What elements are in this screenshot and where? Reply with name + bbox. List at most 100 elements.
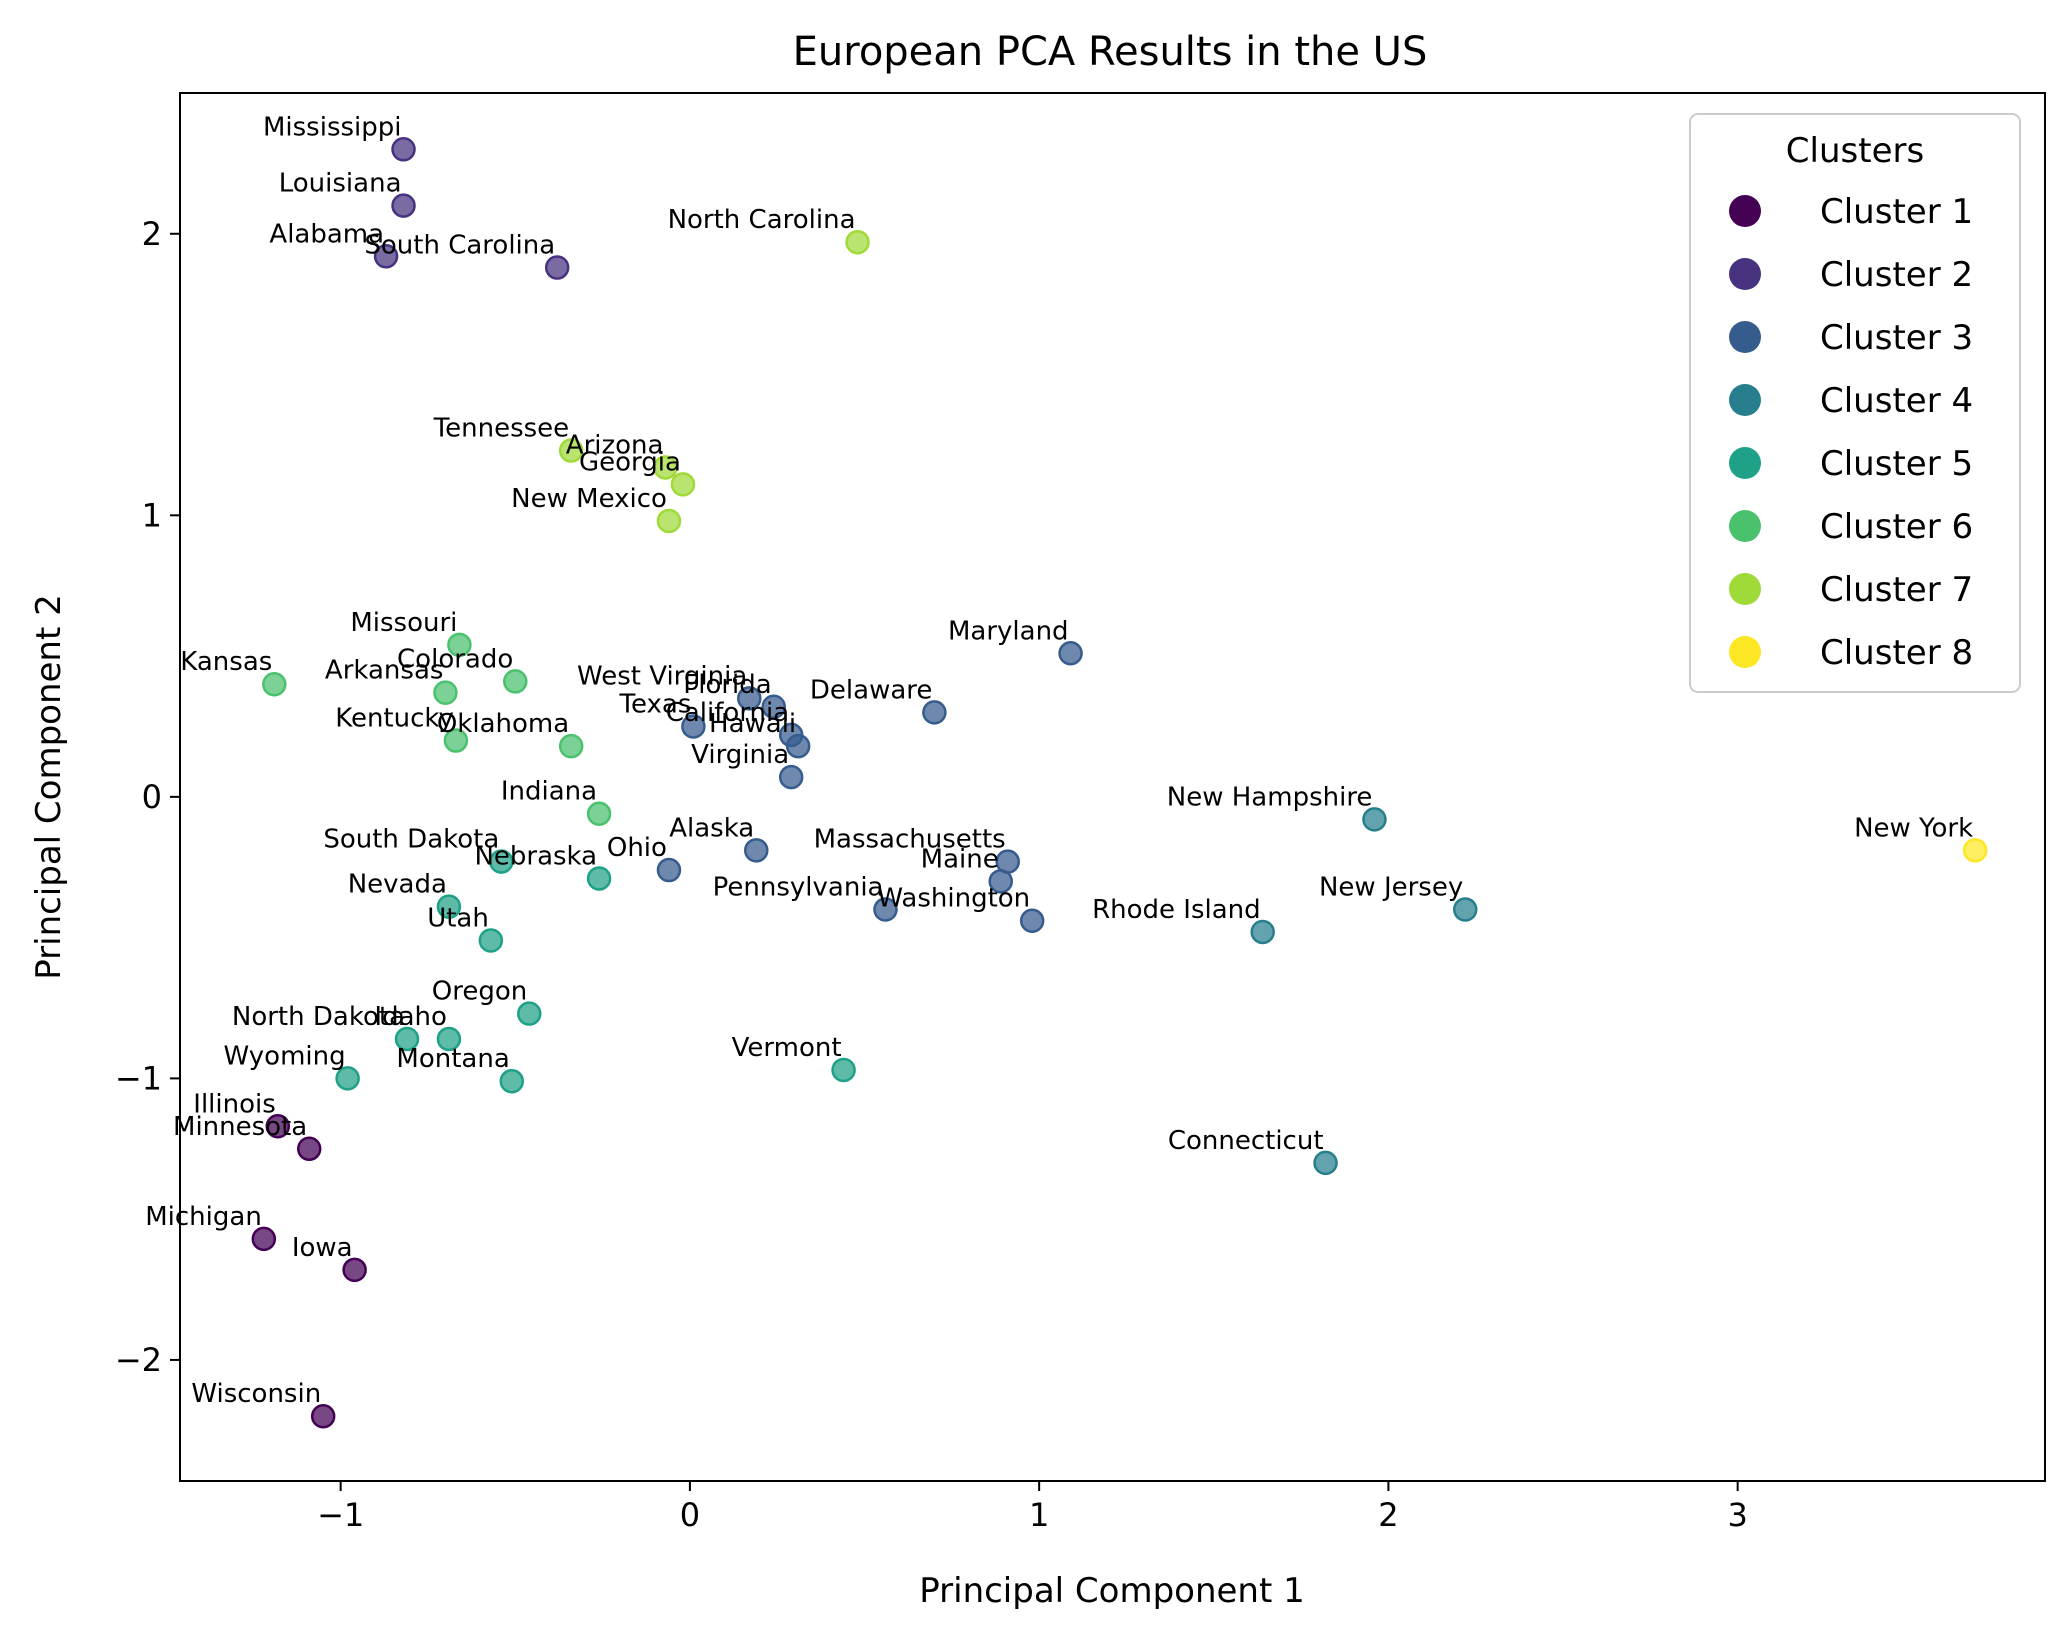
point-label: North Carolina bbox=[668, 205, 856, 235]
data-point bbox=[433, 680, 458, 705]
data-point bbox=[670, 472, 696, 497]
point-label: New Jersey bbox=[1319, 872, 1463, 902]
point-label: Alaska bbox=[669, 813, 754, 843]
data-point bbox=[394, 1026, 420, 1052]
data-point bbox=[845, 229, 870, 255]
x-tick-label: 1 bbox=[1029, 1496, 1049, 1534]
legend-marker bbox=[1729, 258, 1761, 290]
data-point bbox=[785, 733, 811, 759]
data-point bbox=[558, 438, 584, 463]
data-point bbox=[761, 694, 786, 720]
y-tick-label: 1 bbox=[142, 496, 162, 534]
point-label: Oregon bbox=[432, 977, 527, 1007]
data-point bbox=[1250, 919, 1275, 945]
point-label: Maine bbox=[921, 844, 999, 874]
point-label: Massachusetts bbox=[814, 825, 1006, 855]
legend-marker bbox=[1729, 636, 1761, 668]
data-point bbox=[1058, 641, 1083, 666]
data-point bbox=[342, 1257, 367, 1283]
point-label: Hawaii bbox=[709, 709, 796, 739]
data-point bbox=[831, 1057, 856, 1083]
legend-marker bbox=[1729, 321, 1761, 353]
data-point bbox=[436, 894, 462, 919]
y-tick-label: −2 bbox=[115, 1341, 162, 1379]
data-point bbox=[558, 733, 584, 759]
x-tick-label: 3 bbox=[1727, 1496, 1747, 1534]
point-label: Arkansas bbox=[325, 656, 444, 686]
legend-label: Cluster 6 bbox=[1820, 507, 1973, 547]
point-label: Oklahoma bbox=[437, 709, 569, 739]
data-point bbox=[988, 869, 1013, 894]
point-label: Alabama bbox=[269, 219, 384, 249]
data-point bbox=[373, 244, 399, 269]
data-point bbox=[778, 764, 804, 790]
data-point bbox=[681, 714, 706, 739]
legend-marker bbox=[1729, 447, 1761, 479]
data-point bbox=[653, 455, 678, 480]
point-label: Colorado bbox=[397, 644, 513, 674]
data-point bbox=[656, 857, 682, 883]
point-label: Virginia bbox=[691, 740, 789, 770]
y-tick-label: −1 bbox=[115, 1059, 162, 1097]
point-label: Minnesota bbox=[173, 1112, 307, 1142]
point-label: South Carolina bbox=[364, 231, 555, 261]
data-point bbox=[1962, 838, 1988, 863]
legend-label: Cluster 2 bbox=[1820, 255, 1973, 295]
data-point bbox=[1362, 807, 1387, 832]
data-point bbox=[391, 137, 416, 162]
point-label: Indiana bbox=[501, 777, 597, 807]
data-point bbox=[1019, 908, 1045, 933]
point-label: Nebraska bbox=[474, 842, 597, 872]
y-axis-label: Principal Component 2 bbox=[29, 594, 69, 980]
legend-marker bbox=[1729, 195, 1761, 227]
data-point bbox=[262, 671, 287, 697]
legend-label: Cluster 4 bbox=[1820, 381, 1973, 421]
point-label: Rhode Island bbox=[1092, 895, 1261, 925]
point-label: Connecticut bbox=[1168, 1126, 1324, 1156]
point-label: Tennessee bbox=[433, 414, 570, 444]
point-label: Ohio bbox=[607, 833, 667, 863]
point-label: Delaware bbox=[810, 675, 932, 705]
point-label: Wyoming bbox=[224, 1041, 346, 1071]
point-label: Mississippi bbox=[263, 112, 402, 142]
point-label: Kansas bbox=[180, 647, 272, 677]
data-point bbox=[744, 838, 769, 863]
x-axis-label: Principal Component 1 bbox=[919, 1571, 1305, 1611]
point-label: New York bbox=[1854, 813, 1973, 843]
point-label: New Hampshire bbox=[1167, 782, 1373, 812]
data-point bbox=[544, 255, 570, 280]
legend-label: Cluster 8 bbox=[1820, 633, 1973, 673]
data-point bbox=[310, 1403, 336, 1429]
point-label: North Dakota bbox=[232, 1002, 405, 1032]
point-label: New Mexico bbox=[511, 484, 667, 514]
y-tick-label: 2 bbox=[142, 215, 162, 253]
legend-label: Cluster 5 bbox=[1820, 444, 1973, 484]
data-point bbox=[251, 1226, 277, 1252]
data-point bbox=[443, 728, 469, 753]
point-label: Arizona bbox=[566, 430, 664, 460]
point-label: Missouri bbox=[350, 608, 457, 638]
legend-marker bbox=[1729, 510, 1761, 542]
point-label: Utah bbox=[427, 903, 489, 933]
point-label: South Dakota bbox=[323, 825, 499, 855]
data-point bbox=[922, 700, 947, 725]
point-label: Vermont bbox=[732, 1033, 842, 1063]
legend-title: Clusters bbox=[1786, 131, 1924, 171]
point-label: Illinois bbox=[193, 1089, 276, 1119]
point-label: West Virginia bbox=[577, 661, 747, 691]
legend-marker bbox=[1729, 573, 1761, 605]
data-point bbox=[737, 686, 762, 711]
data-point bbox=[489, 849, 514, 874]
x-tick-label: 0 bbox=[680, 1496, 700, 1534]
data-point bbox=[296, 1136, 322, 1162]
legend-marker bbox=[1729, 384, 1761, 416]
data-point bbox=[873, 897, 898, 922]
plot-frame bbox=[179, 92, 2046, 1482]
data-point bbox=[335, 1066, 360, 1091]
point-label: Texas bbox=[619, 689, 692, 719]
data-point bbox=[586, 801, 612, 826]
point-label: Louisiana bbox=[279, 169, 402, 199]
point-label: Iowa bbox=[292, 1233, 353, 1263]
